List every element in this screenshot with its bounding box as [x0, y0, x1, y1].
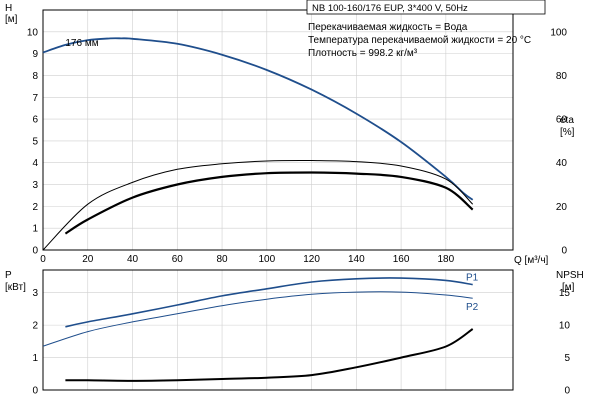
bottom-right-tick-label: 10: [559, 321, 571, 332]
power-p2-curve: [42, 291, 473, 347]
top-chart-grid: [42, 10, 513, 251]
bottom-chart-frame: [42, 269, 514, 391]
top-chart-frame: [42, 9, 514, 251]
x-tick-label: 0: [40, 254, 46, 265]
bottom-right-tick-label: 0: [564, 386, 570, 397]
top-left-axis-label-line2: [м]: [5, 14, 18, 25]
bottom-left-tick-label: 0: [32, 386, 38, 397]
chart-series: [42, 37, 474, 382]
top-right-tick-label: 60: [556, 115, 568, 126]
top-left-tick-label: 9: [32, 49, 38, 60]
bottom-left-tick-label: 3: [32, 288, 38, 299]
top-right-tick-label: 40: [556, 158, 568, 169]
chart-title: NB 100-160/176 EUP, 3*400 V, 50Hz: [312, 3, 468, 14]
x-tick-label: 20: [82, 254, 94, 265]
top-left-tick-label: 7: [32, 93, 38, 104]
x-tick-label: 60: [172, 254, 184, 265]
x-tick-label: 140: [348, 254, 365, 265]
top-right-tick-label: 80: [556, 71, 568, 82]
x-tick-label: 180: [438, 254, 455, 265]
head-curve-label: 176 мм: [65, 38, 98, 49]
bottom-left-axis-label-line1: P: [5, 270, 12, 281]
x-axis-label: Q [м³/ч]: [514, 255, 549, 266]
bottom-right-tick-label: 5: [564, 353, 570, 364]
axis-tick-labels: 0 20 40 60 80 100 120 140 160 1800123456789100204…: [27, 27, 571, 396]
bottom-right-axis-label-line1: NPSH: [556, 270, 584, 281]
top-left-tick-label: 5: [32, 136, 38, 147]
p2-curve-label: P2: [466, 302, 479, 313]
top-left-tick-label: 6: [32, 115, 38, 126]
bottom-left-tick-label: 1: [32, 353, 38, 364]
title-box: [306, 0, 546, 15]
head-curve: [42, 37, 474, 201]
x-tick-label: 80: [216, 254, 228, 265]
top-right-tick-label: 100: [550, 27, 567, 38]
top-right-axis-label-line1: eta: [560, 115, 574, 126]
top-left-axis-label-line1: H: [5, 3, 12, 14]
efficiency-curve-lower: [64, 171, 474, 235]
top-left-tick-label: 4: [32, 158, 38, 169]
top-right-tick-label: 20: [556, 202, 568, 213]
top-right-tick-label: 0: [561, 246, 567, 257]
bottom-left-axis-label-line2: [кВт]: [5, 282, 26, 293]
top-left-tick-label: 2: [32, 202, 38, 213]
top-left-tick-label: 3: [32, 180, 38, 191]
bottom-right-axis-label-line2: [м]: [562, 282, 575, 293]
p1-curve-label: P1: [466, 273, 479, 284]
top-left-tick-label: 10: [27, 27, 39, 38]
x-tick-label: 100: [258, 254, 275, 265]
top-right-axis-label-line2: [%]: [560, 127, 575, 138]
info-line-liquid: Перекачиваемая жидкость = Вода: [308, 22, 468, 33]
x-tick-label: 120: [303, 254, 320, 265]
info-line-density: Плотность = 998.2 кг/м³: [308, 48, 418, 59]
info-line-temperature: Температура перекачиваемой жидкости = 20…: [308, 35, 531, 46]
x-tick-label: 160: [393, 254, 410, 265]
power-p1-curve: [65, 277, 473, 328]
series-labels: 176 мм P1 P2: [65, 38, 478, 313]
x-tick-label: 40: [127, 254, 139, 265]
top-left-tick-label: 1: [32, 224, 38, 235]
npsh-curve: [65, 328, 474, 382]
top-left-tick-label: 0: [32, 246, 38, 257]
bottom-chart-grid: [42, 270, 513, 391]
efficiency-curve-upper: [42, 159, 474, 251]
bottom-right-tick-label: 15: [559, 288, 571, 299]
top-left-tick-label: 8: [32, 71, 38, 82]
bottom-left-tick-label: 2: [32, 321, 38, 332]
